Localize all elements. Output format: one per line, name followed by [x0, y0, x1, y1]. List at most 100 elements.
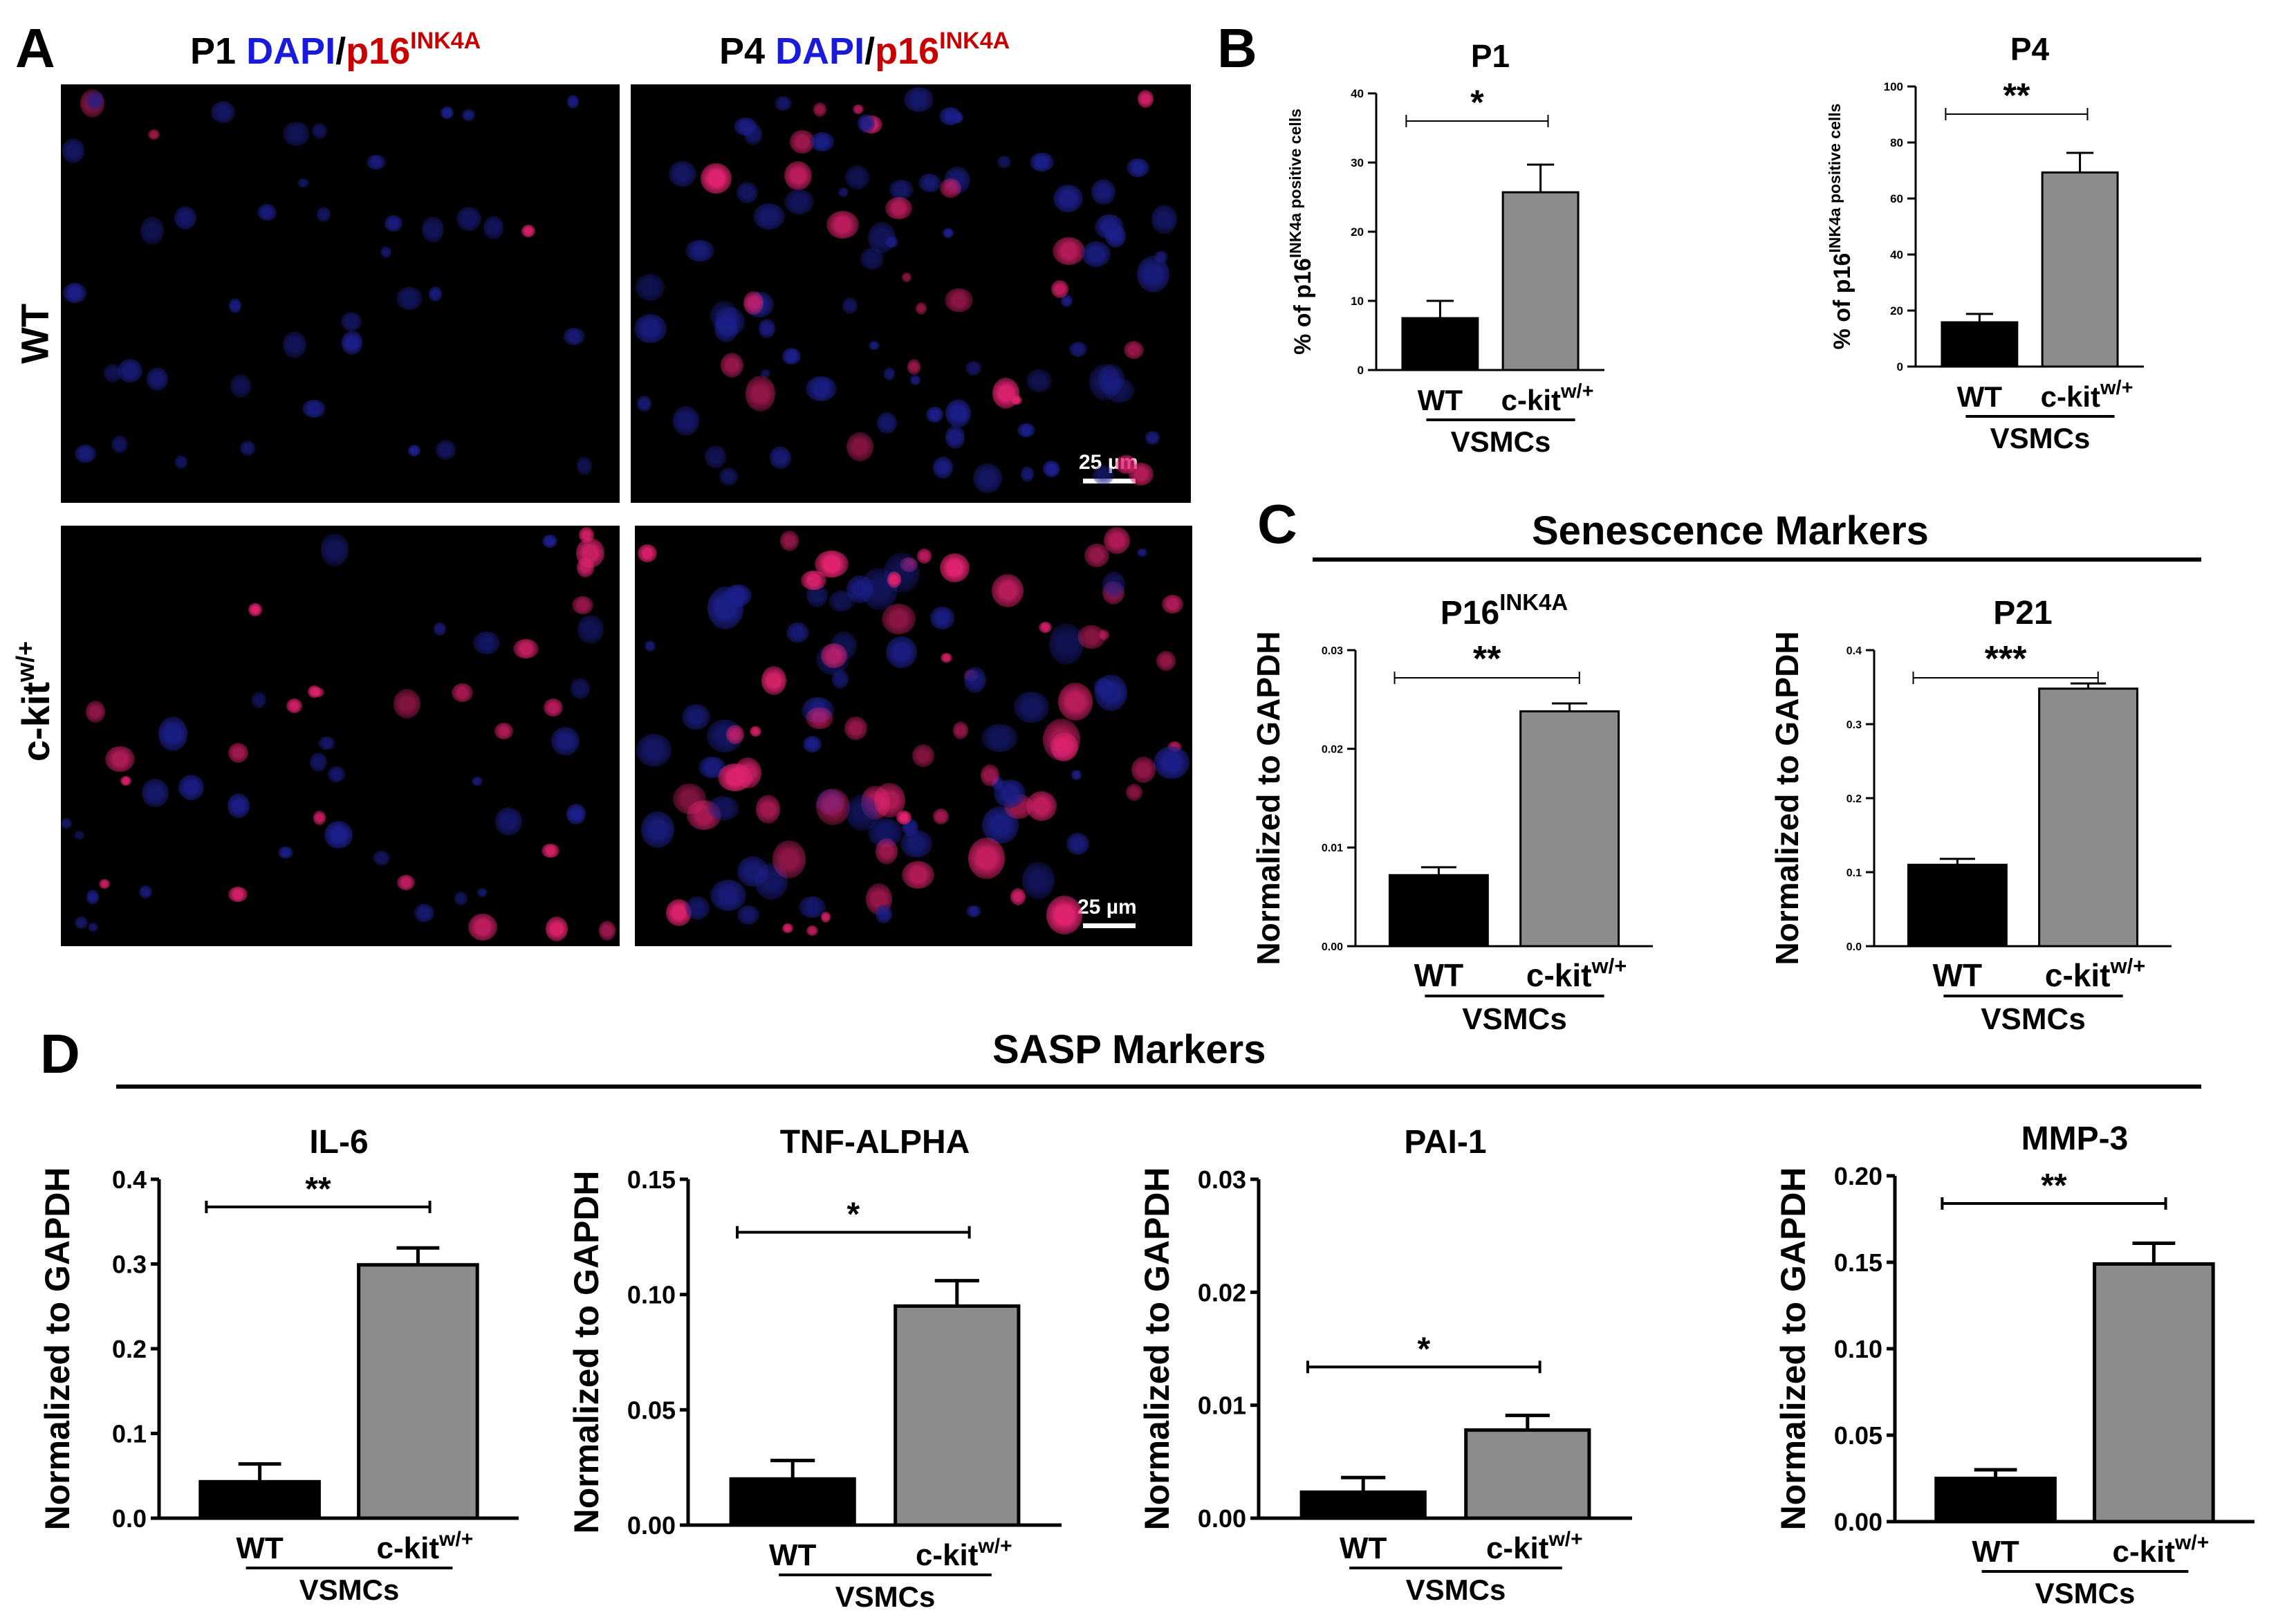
cell-nucleus	[461, 109, 476, 121]
significance-stars: *	[1470, 83, 1484, 122]
col-header-prefix: P1	[190, 30, 247, 72]
cell-nucleus	[367, 154, 386, 169]
cell-nucleus	[61, 818, 72, 829]
x-category-label: WT	[1340, 1531, 1387, 1565]
y-axis-label: Normalized to GAPDH	[567, 1170, 606, 1533]
cell-nucleus	[577, 614, 604, 645]
row-label-text: c-kit	[14, 681, 57, 762]
cell-nucleus	[1071, 769, 1082, 780]
chart-title: P21	[1993, 595, 2052, 631]
micrograph-wt-p4: 25 µm	[631, 84, 1191, 503]
y-axis-label: Normalized to GAPDH	[38, 1167, 77, 1530]
cell-nucleus	[790, 130, 815, 154]
micrograph-wt-p1	[61, 84, 620, 503]
bar-chart-p1-percent: P1 0 10 20 30 40 % of p16INK4a positive cells *…	[1286, 38, 1604, 458]
cell-nucleus	[174, 205, 196, 230]
bar-chart-p16-expression: P16INK4A 0.00 0.01 0.02 0.03 Normalized to GA…	[1250, 589, 1653, 1036]
bar-chart-mmp3: MMP-3 0.00 0.05 0.10 0.15 0.20 Normalized to G…	[1774, 1120, 2255, 1609]
cell-nucleus	[772, 840, 806, 878]
bar-ckit	[894, 1304, 1021, 1527]
cell-nucleus	[636, 733, 672, 767]
cell-nucleus	[831, 670, 849, 690]
cell-nucleus	[637, 544, 657, 562]
cell-nucleus	[1084, 544, 1109, 568]
cell-nucleus	[780, 530, 799, 551]
cell-nucleus	[1017, 423, 1036, 438]
cell-nucleus	[477, 887, 488, 897]
cell-nucleus	[673, 783, 707, 815]
cell-nucleus	[454, 891, 468, 906]
cell-nucleus	[774, 96, 793, 111]
bar-chart-p4-percent: P4 0 20 40 60 80 100 % of p16INK4a positive cel…	[1826, 31, 2144, 454]
y-tick-label: 0.01	[1198, 1392, 1246, 1420]
cell-nucleus	[407, 445, 421, 457]
cell-nucleus	[710, 879, 746, 912]
cell-nucleus	[1138, 89, 1154, 109]
cell-nucleus	[685, 896, 710, 921]
group-label: VSMCs	[835, 1580, 936, 1613]
significance-stars: **	[2041, 1168, 2067, 1204]
cell-nucleus	[876, 905, 892, 923]
cell-nucleus	[342, 331, 363, 355]
y-tick-label: 0.0	[112, 1504, 147, 1533]
cell-nucleus	[846, 794, 879, 831]
x-category-label: c-kitw/+	[916, 1535, 1012, 1572]
row-label-ckit: c-kitw/+	[11, 632, 58, 771]
cell-nucleus	[577, 557, 595, 578]
section-title-senescence: Senescence Markers	[1532, 508, 1929, 553]
cell-nucleus	[1123, 341, 1145, 359]
cell-nucleus	[576, 456, 593, 475]
y-tick-label: 0	[1897, 360, 1903, 373]
cell-nucleus	[86, 91, 104, 111]
cell-nucleus	[521, 224, 536, 238]
bar-ckit	[2093, 1262, 2215, 1524]
cell-nucleus	[933, 456, 954, 479]
cell-nucleus	[494, 806, 523, 836]
cell-nucleus	[140, 216, 165, 245]
cell-nucleus	[138, 885, 152, 899]
significance-stars: ***	[1985, 639, 2027, 679]
col-header-prefix: P4	[719, 30, 776, 72]
cell-nucleus	[1156, 651, 1176, 672]
y-tick-label: 0.05	[1834, 1421, 1882, 1450]
chart-title: P1	[1471, 38, 1510, 74]
cell-nucleus	[705, 445, 726, 469]
cell-nucleus	[86, 889, 100, 905]
cell-nucleus	[838, 187, 849, 198]
scale-bar-label: 25 µm	[1077, 896, 1137, 919]
cell-nucleus	[1077, 625, 1106, 649]
y-axis-label: Normalized to GAPDH	[1138, 1167, 1176, 1530]
cell-nucleus	[494, 723, 514, 740]
cell-nucleus	[1050, 280, 1068, 299]
bar-chart-pai1: PAI-1 0.00 0.01 0.02 0.03 Normalized to GAPDH…	[1138, 1124, 1632, 1606]
cell-nucleus	[784, 161, 812, 191]
chart-title: IL-6	[309, 1124, 368, 1161]
cell-nucleus	[239, 441, 255, 456]
cell-nucleus	[228, 742, 248, 764]
col-header-p4: P4 DAPI/p16INK4A	[719, 29, 1010, 70]
cell-nucleus	[876, 838, 898, 865]
cell-nucleus	[916, 302, 927, 315]
y-tick-label: 0.03	[1322, 645, 1343, 657]
cell-nucleus	[283, 121, 310, 146]
cell-nucleus	[888, 179, 914, 200]
cell-nucleus	[1049, 622, 1084, 665]
cell-nucleus	[456, 207, 482, 232]
x-category-label: WT	[236, 1531, 284, 1565]
bar-chart-p21-expression: P21 0.0 0.1 0.2 0.3 0.4 Normalized to GAPDH ***…	[1769, 595, 2172, 1036]
cell-nucleus	[784, 189, 814, 215]
cell-nucleus	[441, 106, 454, 119]
cell-nucleus	[707, 795, 739, 820]
cell-nucleus	[759, 318, 776, 338]
bar-ckit	[2041, 171, 2119, 368]
cell-nucleus	[929, 607, 954, 629]
cell-nucleus	[1092, 465, 1114, 485]
row-label-text: WT	[12, 303, 57, 365]
cell-nucleus	[1137, 548, 1148, 557]
x-category-label: c-kitw/+	[2041, 377, 2133, 413]
cell-nucleus	[99, 879, 111, 889]
cell-nucleus	[887, 571, 901, 588]
cell-nucleus	[816, 788, 851, 826]
cell-nucleus	[945, 398, 971, 427]
cell-nucleus	[1154, 746, 1189, 779]
